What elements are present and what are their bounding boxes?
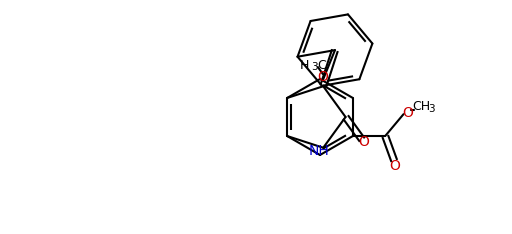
Text: 3: 3 [311,62,317,72]
Text: O: O [389,159,400,173]
Text: O: O [358,135,370,150]
Text: O: O [402,106,413,120]
Text: C: C [317,58,326,72]
Text: 3: 3 [428,104,435,114]
Text: NH: NH [309,144,330,158]
Text: CH: CH [413,100,431,113]
Text: H: H [300,58,309,72]
Text: O: O [317,70,328,84]
